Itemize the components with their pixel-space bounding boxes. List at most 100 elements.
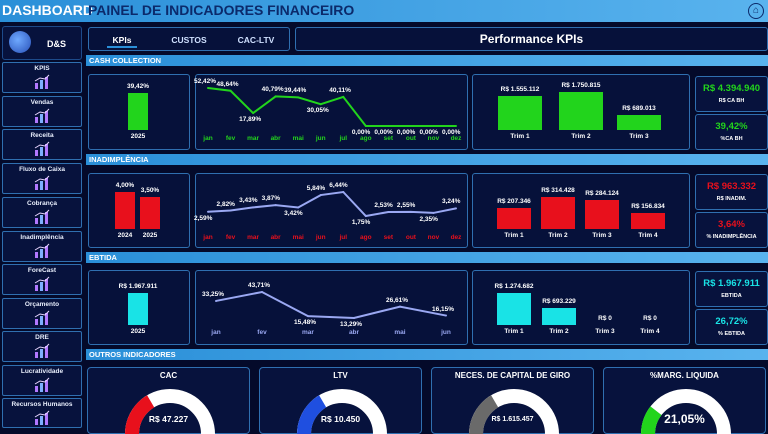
home-icon[interactable]: ⌂ xyxy=(748,3,764,19)
sidebar-item-0[interactable]: KPIS xyxy=(2,62,82,93)
bar-category-label: Trim 2 xyxy=(571,133,591,140)
kpi-ebitda-pct-value: 26,72% xyxy=(715,316,748,327)
gauge-fill xyxy=(469,395,499,434)
default-icon xyxy=(33,243,51,259)
sidebar-item-4[interactable]: Cobrança xyxy=(2,197,82,228)
month-label: fev xyxy=(225,135,236,142)
bar xyxy=(542,307,576,325)
sidebar-item-label: Receita xyxy=(30,132,54,139)
point-value-label: 3,43% xyxy=(239,197,258,205)
bar-value-label: R$ 693.229 xyxy=(542,297,576,305)
point-value-label: 0,00% xyxy=(442,129,461,136)
gauge-arc xyxy=(125,389,215,434)
dre-icon xyxy=(33,343,51,359)
sidebar-item-label: ForeCast xyxy=(27,267,57,274)
gauge-card-1: LTV R$ 10.450 xyxy=(259,367,422,434)
gauge-title: CAC xyxy=(159,371,178,380)
dashboard-subtitle: PAINEL DE INDICADORES FINANCEIRO xyxy=(88,2,355,18)
sidebar-item-1[interactable]: Vendas xyxy=(2,96,82,127)
kpi-cash-total: R$ 4.394.940 R$ CA BH xyxy=(695,76,768,112)
sidebar-item-3[interactable]: Fluxo de Caixa xyxy=(2,163,82,194)
point-value-label: 2,55% xyxy=(396,201,416,209)
kpi-icon xyxy=(33,74,51,90)
point-value-label: 2,53% xyxy=(374,202,393,209)
kpi-cash-total-value: R$ 4.394.940 xyxy=(702,83,761,94)
sidebar-item-5[interactable]: Inadimplência xyxy=(2,231,82,262)
inad-year-panel xyxy=(88,173,190,248)
point-value-label: 2,59% xyxy=(194,214,213,222)
tab-cac-ltv[interactable]: CAC-LTV xyxy=(237,35,275,45)
sidebar-item-6[interactable]: ForeCast xyxy=(2,264,82,295)
bar-value-label: R$ 689.013 xyxy=(622,105,656,113)
gauge-arc xyxy=(297,389,387,434)
sidebar-item-10[interactable]: Recursos Humanos xyxy=(2,398,82,428)
bar-category-label: Trim 1 xyxy=(504,328,524,335)
tab-bar: KPIs CUSTOS CAC-LTV xyxy=(88,27,290,51)
sidebar-item-9[interactable]: Lucratividade xyxy=(2,365,82,396)
month-label: dez xyxy=(450,135,462,142)
gauge-card-3: %MARG. LIQUIDA 21,05% xyxy=(603,367,766,434)
kpi-ebitda-pct: 26,72% % EBTIDA xyxy=(695,309,768,345)
month-label: abr xyxy=(348,329,360,336)
dashboard-title: DASHBOARD xyxy=(2,2,93,18)
bar-category-label: Trim 2 xyxy=(549,328,569,335)
point-value-label: 17,89% xyxy=(239,116,262,124)
bar-category-label: 2024 xyxy=(117,232,133,239)
section-inadimplencia: INADIMPLÊNCIA xyxy=(86,154,768,165)
point-value-label: 3,24% xyxy=(442,198,461,206)
bar-value-label: 39,42% xyxy=(126,83,150,90)
month-label: jun xyxy=(441,329,451,336)
month-label: jul xyxy=(339,135,348,142)
bar-value-label: 3,50% xyxy=(140,186,160,194)
kpi-inad-pct: 3,64% % INADIMPLÊNCIA xyxy=(695,212,768,248)
month-label: jun xyxy=(315,135,326,142)
gauge-card-2: NECES. DE CAPITAL DE GIRO R$ 1.615.457 xyxy=(431,367,594,434)
tab-kpis[interactable]: KPIs xyxy=(107,32,137,48)
point-value-label: 30,05% xyxy=(306,107,329,115)
month-label: ago xyxy=(360,135,372,142)
point-value-label: 3,87% xyxy=(261,195,281,203)
point-value-label: 0,00% xyxy=(374,129,393,136)
bar-value-label: R$ 156.834 xyxy=(631,203,665,211)
section-ebitda: EBTIDA xyxy=(86,252,768,263)
top-bar: DASHBOARD PAINEL DE INDICADORES FINANCEI… xyxy=(0,0,768,22)
sidebar-item-label: Inadimplência xyxy=(20,234,64,241)
point-value-label: 43,71% xyxy=(248,282,271,289)
gauge-card-0: CAC R$ 47.227 xyxy=(87,367,250,434)
profit-icon xyxy=(33,377,51,393)
sidebar-item-label: Cobrança xyxy=(27,200,57,207)
section-outros-indicadores: OUTROS INDICADORES xyxy=(86,349,768,360)
bar-category-label: Trim 4 xyxy=(638,232,658,239)
point-value-label: 0,00% xyxy=(351,129,371,136)
bar-category-label: Trim 3 xyxy=(629,133,649,140)
gauge-title: NECES. DE CAPITAL DE GIRO xyxy=(454,371,571,380)
month-label: jun xyxy=(315,234,326,241)
point-value-label: 2,35% xyxy=(419,215,438,223)
bar-category-label: 2025 xyxy=(130,328,146,335)
month-label: nov xyxy=(427,135,440,142)
sidebar-item-2[interactable]: Receita xyxy=(2,129,82,160)
month-label: mar xyxy=(247,135,260,142)
point-value-label: 39,44% xyxy=(284,87,307,95)
bar xyxy=(128,93,148,130)
month-label: jan xyxy=(211,329,221,336)
point-value-label: 0,00% xyxy=(419,129,438,136)
logo-text: D&S xyxy=(47,39,67,49)
point-value-label: 6,44% xyxy=(329,182,348,189)
bar-category-label: 2025 xyxy=(130,133,146,140)
kpi-inad-total-label: R$ INADIM. xyxy=(716,196,747,202)
month-label: jan xyxy=(203,234,213,241)
month-label: abr xyxy=(270,135,281,142)
month-label: set xyxy=(383,234,394,241)
month-label: nov xyxy=(427,234,440,241)
collection-icon xyxy=(33,209,51,225)
month-label: mar xyxy=(302,329,314,336)
point-value-label: 5,84% xyxy=(306,185,326,193)
sidebar-item-8[interactable]: DRE xyxy=(2,331,82,362)
tab-custos[interactable]: CUSTOS xyxy=(171,35,207,45)
bar-category-label: Trim 1 xyxy=(504,232,524,239)
sales-icon xyxy=(33,108,51,124)
month-label: jul xyxy=(339,234,348,241)
hr-icon xyxy=(33,410,51,426)
sidebar-item-7[interactable]: Orçamento xyxy=(2,298,82,329)
